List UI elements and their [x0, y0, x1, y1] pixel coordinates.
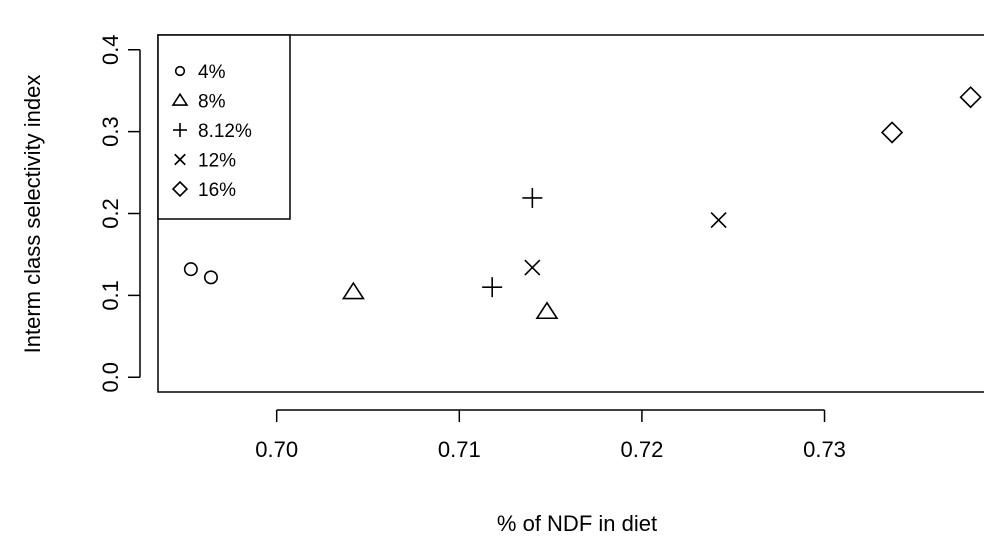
legend-symbol-triangle: [171, 92, 189, 106]
cross-b: [174, 153, 186, 166]
cross-b: [524, 259, 541, 276]
legend-symbol-cross: [174, 153, 186, 166]
legend-label: 4%: [198, 62, 226, 83]
triangle-marker: [171, 92, 189, 106]
diamond-marker: [171, 180, 189, 198]
data-point-circle: [203, 270, 218, 285]
legend-label: 8%: [198, 92, 226, 113]
y-tick-label: 0.2: [98, 198, 123, 229]
legend-symbol-diamond: [171, 180, 189, 198]
y-axis-title: Interm class selectivity index: [20, 75, 45, 354]
diamond-marker: [959, 86, 982, 109]
triangle-marker: [535, 301, 559, 320]
x-tick-label: 0.72: [620, 437, 663, 462]
data-point-triangle: [341, 281, 365, 300]
data-point-diamond: [880, 121, 904, 144]
cross-b: [710, 211, 727, 229]
legend: 4% 8% 8.12% 12% 16%: [157, 34, 291, 220]
legend-label: 8.12%: [198, 121, 252, 142]
circle-marker: [183, 262, 198, 277]
circle-marker: [174, 65, 186, 77]
x-axis-title: % of NDF in diet: [497, 511, 657, 536]
data-points: [183, 86, 982, 320]
data-point-triangle: [535, 301, 559, 320]
y-tick-label: 0.4: [98, 34, 123, 65]
data-point-plus: [482, 277, 503, 298]
x-tick-label: 0.73: [803, 437, 846, 462]
triangle-marker: [341, 281, 365, 300]
data-point-diamond: [959, 86, 982, 109]
legend-label: 12%: [198, 151, 236, 172]
diamond-marker: [880, 121, 904, 144]
y-axis: 0.0 0.1 0.2 0.3 0.4: [98, 34, 141, 393]
data-point-cross: [524, 259, 541, 276]
data-point-circle: [183, 262, 198, 277]
legend-label: 16%: [198, 180, 236, 201]
legend-symbol-circle: [174, 65, 186, 77]
data-point-plus: [522, 187, 543, 208]
x-axis: 0.70 0.71 0.72 0.73: [255, 409, 846, 462]
legend-symbol-plus: [173, 123, 187, 137]
y-tick-label: 0.1: [98, 280, 123, 311]
y-tick-label: 0.3: [98, 116, 123, 147]
x-tick-label: 0.70: [255, 437, 298, 462]
y-tick-label: 0.0: [98, 362, 123, 393]
x-tick-label: 0.71: [438, 437, 481, 462]
circle-marker: [203, 270, 218, 285]
data-point-cross: [710, 211, 727, 229]
